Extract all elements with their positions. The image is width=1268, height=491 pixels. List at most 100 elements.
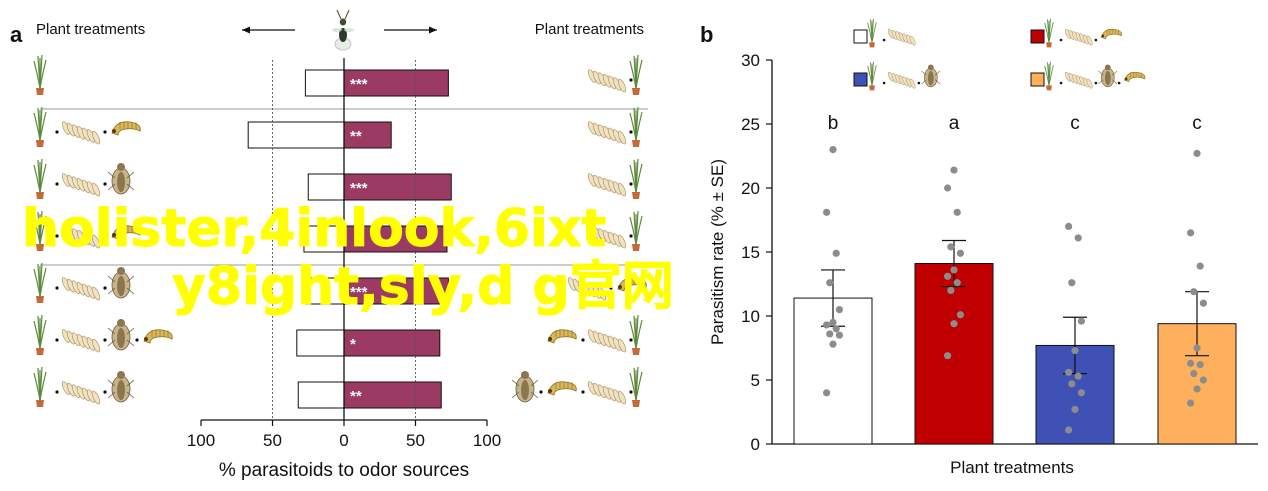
larva-icon [111, 121, 141, 136]
separator-dot [581, 390, 585, 394]
separator-dot [609, 286, 613, 290]
data-point [823, 389, 831, 397]
larva-icon [1124, 71, 1146, 83]
data-point [1065, 368, 1073, 376]
rice-plant-icon [629, 210, 643, 251]
data-point [1187, 399, 1195, 407]
separator-dot [629, 390, 633, 394]
larva-icon [111, 225, 141, 240]
data-point [950, 166, 958, 174]
bar [914, 263, 994, 445]
egg-mass-icon [61, 121, 101, 145]
separator-dot [103, 390, 107, 394]
legend-entry [853, 18, 916, 48]
right-arrow-icon [384, 26, 437, 34]
separator-dot [882, 38, 886, 42]
significance-label: * [350, 336, 356, 353]
data-point [832, 249, 840, 257]
data-point [953, 279, 961, 287]
x-tick-label: 100 [187, 431, 215, 450]
legend-swatch [853, 29, 868, 44]
treatment-row: *** [33, 54, 643, 97]
left-arrow-icon [242, 26, 295, 34]
planthopper-icon [107, 163, 135, 195]
separator-dot [629, 130, 633, 134]
separator-dot [103, 234, 107, 238]
data-point [826, 279, 834, 287]
rice-plant-icon [629, 106, 643, 147]
rice-plant-icon [629, 54, 643, 95]
data-point [944, 272, 952, 280]
significance-label: ** [350, 128, 362, 145]
larva-icon [547, 381, 577, 396]
bar-left [297, 381, 345, 409]
y-tick-label: 5 [751, 371, 760, 390]
data-point [826, 330, 834, 338]
data-point [832, 325, 840, 333]
bar-left [247, 121, 345, 149]
bar-right [343, 173, 452, 201]
bar-right [343, 69, 449, 97]
significance-label: *** [350, 76, 368, 93]
separator-dot [917, 81, 921, 85]
x-tick-label: 100 [473, 431, 501, 450]
rice-plant-icon [867, 18, 877, 48]
watermark: holister,4inlook,6ixt y8ight,sly,d g官网 [22, 199, 675, 318]
x-tick-label: 50 [406, 431, 425, 450]
data-point [1071, 405, 1079, 414]
egg-mass-icon [887, 28, 916, 46]
data-point [956, 311, 965, 319]
data-point [950, 320, 958, 328]
data-point [1071, 346, 1079, 355]
watermark-line-1: holister,4inlook,6ixt [22, 199, 606, 259]
panel-b-label: b [700, 22, 713, 47]
rice-plant-icon [629, 158, 643, 199]
separator-dot [581, 338, 585, 342]
egg-mass-icon [1064, 28, 1093, 46]
bar-right [343, 277, 449, 305]
bar-right [343, 121, 392, 149]
rice-plant-icon [33, 106, 47, 147]
data-point [829, 340, 837, 348]
separator-dot [103, 286, 107, 290]
rice-plant-icon [33, 262, 47, 303]
rice-plant-icon [867, 61, 877, 91]
legend-swatch [853, 72, 868, 87]
data-point [953, 208, 961, 216]
separator-dot [103, 182, 107, 186]
egg-mass-icon [61, 381, 101, 405]
significance-letter: c [1192, 113, 1202, 134]
separator-dot [135, 338, 139, 342]
data-point [835, 331, 844, 339]
planthopper-icon [511, 371, 539, 403]
significance-label: *** [350, 284, 368, 301]
egg-mass-icon [61, 329, 101, 353]
x-tick-label: 50 [263, 431, 282, 450]
larva-icon [547, 329, 577, 344]
data-point [947, 243, 955, 251]
panel-a-header-left: Plant treatments [36, 21, 145, 38]
panel-b: b Parasitism rate (% ± SE) Plant treatme… [700, 18, 1258, 477]
egg-mass-icon [587, 225, 627, 249]
data-point [829, 146, 837, 154]
planthopper-icon [107, 267, 135, 299]
data-point [1199, 299, 1207, 307]
separator-dot [629, 234, 633, 238]
separator-dot [55, 390, 59, 394]
treatment-bar: b [793, 113, 873, 445]
egg-mass-icon [587, 329, 627, 353]
data-point [1077, 389, 1085, 397]
significance-letter: c [1070, 113, 1080, 134]
treatment-row: ** [33, 366, 643, 409]
separator-dot [1094, 38, 1098, 42]
larva-icon [617, 277, 647, 292]
egg-mass-icon [887, 71, 916, 89]
bar-right [343, 329, 441, 357]
separator-dot [1059, 38, 1063, 42]
data-point [1187, 359, 1195, 367]
legend-swatch [1030, 29, 1045, 44]
separator-dot [1117, 81, 1121, 85]
data-point [1199, 376, 1207, 384]
egg-mass-icon [587, 381, 627, 405]
